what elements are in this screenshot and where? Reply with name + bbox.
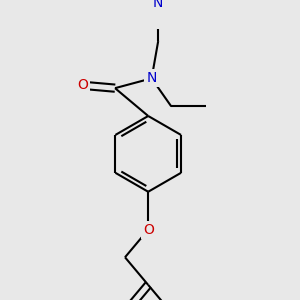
Text: N: N bbox=[146, 71, 157, 85]
Text: N: N bbox=[153, 0, 164, 10]
Text: O: O bbox=[143, 223, 154, 237]
Text: O: O bbox=[77, 78, 88, 92]
